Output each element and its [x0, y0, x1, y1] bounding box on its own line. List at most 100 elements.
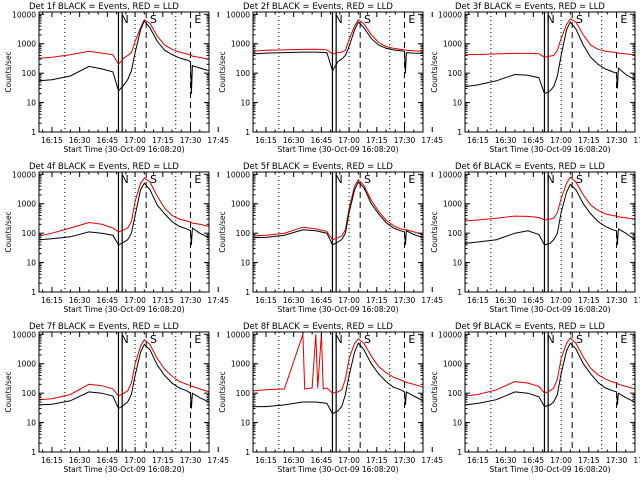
- y-tick-label: 1: [457, 448, 462, 457]
- y-tick-label: 10: [26, 259, 36, 268]
- x-tick-label: 17:00: [338, 296, 360, 305]
- marker-label-e: E: [620, 173, 627, 186]
- y-tick-label: 10: [240, 99, 250, 108]
- axes-frame: [464, 11, 636, 133]
- y-tick-label: 1: [31, 288, 36, 297]
- x-tick-label: 17:00: [124, 456, 146, 465]
- panel-title: Det 9f BLACK = Events, RED = LLD: [455, 322, 605, 332]
- y-tick-label: 100: [448, 389, 463, 398]
- x-tick-label: 16:15: [255, 456, 277, 465]
- series-line-events: [253, 181, 423, 246]
- y-axis-label: Counts/sec: [4, 371, 13, 412]
- marker-label-n: N: [120, 333, 128, 346]
- x-tick-label: 16:15: [255, 136, 277, 145]
- y-tick-label: 1000: [231, 40, 250, 49]
- y-tick-label: 1000: [231, 360, 250, 369]
- marker-label-e: E: [620, 13, 627, 26]
- y-tick-label: 100: [448, 69, 463, 78]
- x-tick-label: 16:45: [97, 296, 119, 305]
- y-tick-label: 10000: [438, 330, 462, 339]
- x-tick-label: 17:00: [124, 296, 146, 305]
- y-tick-label: 1: [245, 288, 250, 297]
- plot-area: [253, 12, 423, 132]
- axes-frame: [38, 331, 210, 453]
- marker-label-s: S: [576, 13, 583, 26]
- series-line-lld: [253, 334, 423, 394]
- series-line-events: [39, 182, 209, 246]
- x-tick-label: 17:30: [180, 456, 202, 465]
- x-tick-label: 17:15: [152, 136, 174, 145]
- x-tick-label: 17:45: [421, 456, 443, 465]
- axes-frame: [464, 171, 636, 293]
- x-tick-label: 17:00: [550, 136, 572, 145]
- x-axis-label: Start Time (30-Oct-09 16:08:20): [277, 145, 398, 154]
- x-tick-label: 17:30: [606, 456, 628, 465]
- y-tick-label: 10: [240, 419, 250, 428]
- x-tick-label: 17:30: [606, 296, 628, 305]
- x-tick-label: 16:45: [311, 296, 333, 305]
- y-axis-label: Counts/sec: [218, 371, 227, 412]
- y-tick-label: 10: [452, 419, 462, 428]
- x-tick-label: 16:15: [41, 456, 63, 465]
- y-axis-label: Counts/sec: [4, 51, 13, 92]
- x-tick-label: 17:45: [421, 296, 443, 305]
- x-tick-label: 16:30: [495, 296, 517, 305]
- axes-frame: [252, 171, 424, 293]
- y-tick-label: 10000: [226, 170, 250, 179]
- panel-title: Det 5f BLACK = Events, RED = LLD: [243, 162, 393, 172]
- x-axis-label: Start Time (30-Oct-09 16:08:20): [489, 145, 610, 154]
- x-tick-label: 17:15: [366, 456, 388, 465]
- x-tick-label: 16:15: [41, 136, 63, 145]
- y-tick-label: 10: [452, 99, 462, 108]
- x-axis-label: Start Time (30-Oct-09 16:08:20): [63, 305, 184, 314]
- x-tick-label: 17:00: [338, 136, 360, 145]
- y-tick-label: 100: [22, 69, 37, 78]
- y-tick-label: 1000: [17, 360, 36, 369]
- marker-label-e: E: [194, 333, 201, 346]
- y-tick-label: 1: [31, 128, 36, 137]
- series-line-events: [465, 183, 635, 246]
- panel-title: Det 3f BLACK = Events, RED = LLD: [455, 2, 605, 12]
- y-tick-label: 100: [236, 229, 251, 238]
- y-tick-label: 1: [31, 448, 36, 457]
- x-tick-label: 16:30: [69, 136, 91, 145]
- y-tick-label: 10000: [12, 170, 36, 179]
- axes-frame: [38, 11, 210, 133]
- marker-label-e: E: [194, 13, 201, 26]
- x-tick-label: 16:30: [495, 456, 517, 465]
- x-tick-label: 16:45: [97, 456, 119, 465]
- axes-frame: [464, 331, 636, 453]
- panel-title: Det 8f BLACK = Events, RED = LLD: [243, 322, 393, 332]
- y-tick-label: 1: [245, 128, 250, 137]
- x-tick-label: 17:45: [207, 296, 229, 305]
- plot-area: [253, 332, 423, 452]
- x-tick-label: 16:45: [523, 456, 545, 465]
- x-tick-label: 17:00: [550, 296, 572, 305]
- axes-frame: [252, 331, 424, 453]
- marker-label-n: N: [120, 13, 128, 26]
- series-line-lld: [465, 176, 635, 222]
- x-tick-label: 17:45: [207, 456, 229, 465]
- y-tick-label: 1: [457, 128, 462, 137]
- y-tick-label: 10000: [438, 10, 462, 19]
- series-line-lld: [253, 178, 423, 241]
- y-tick-label: 10: [26, 419, 36, 428]
- panel-title: Det 4f BLACK = Events, RED = LLD: [29, 162, 179, 172]
- x-tick-label: 16:30: [283, 136, 305, 145]
- marker-label-e: E: [620, 333, 627, 346]
- panel-title: Det 2f BLACK = Events, RED = LLD: [243, 2, 393, 12]
- y-tick-label: 1000: [231, 200, 250, 209]
- x-axis-label: Start Time (30-Oct-09 16:08:20): [63, 145, 184, 154]
- y-axis-label: Counts/sec: [218, 51, 227, 92]
- x-tick-label: 16:45: [97, 136, 119, 145]
- series-line-lld: [465, 337, 635, 397]
- series-line-events: [39, 343, 209, 410]
- marker-label-s: S: [150, 13, 157, 26]
- x-tick-label: 17:00: [338, 456, 360, 465]
- marker-label-n: N: [334, 13, 342, 26]
